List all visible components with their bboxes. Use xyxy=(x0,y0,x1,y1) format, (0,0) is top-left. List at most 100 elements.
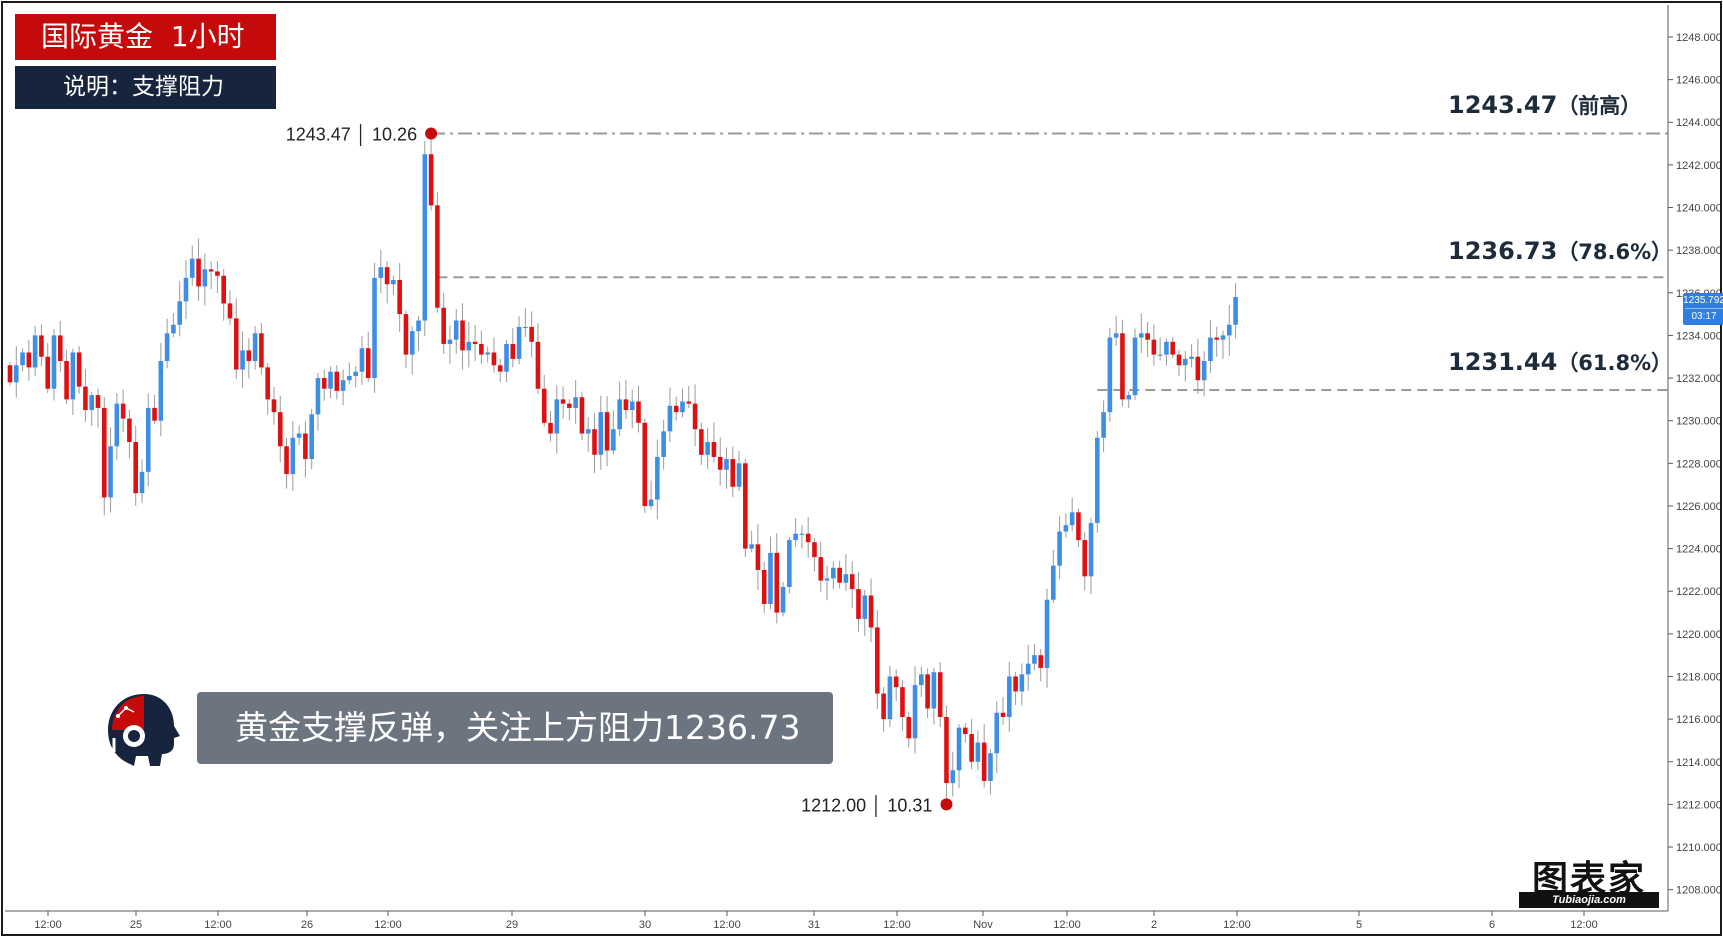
candle-body xyxy=(755,544,761,570)
candle-body xyxy=(422,154,428,321)
candle-body xyxy=(692,403,698,430)
candle-body xyxy=(259,333,264,368)
level-value: 1236.73 xyxy=(1448,237,1558,265)
y-tick-label: 1228.000 xyxy=(1676,458,1722,470)
candle-body xyxy=(1013,676,1018,692)
candle-body xyxy=(428,154,434,206)
candle-body xyxy=(321,378,327,389)
candle-body xyxy=(1214,337,1220,340)
candle-body xyxy=(881,693,886,720)
candle-body xyxy=(340,380,346,391)
candle-body xyxy=(931,672,937,709)
plot-area xyxy=(5,5,1668,911)
candle-body xyxy=(535,341,541,389)
candle-body xyxy=(265,367,270,400)
candle-body xyxy=(768,552,773,605)
candle-body xyxy=(365,348,371,379)
candle-body xyxy=(1019,674,1025,692)
y-tick-label: 1226.000 xyxy=(1676,501,1722,513)
candle-body xyxy=(1007,676,1012,718)
candle-body xyxy=(1157,354,1163,356)
candle-body xyxy=(284,446,289,474)
candle-body xyxy=(856,589,861,619)
candle-body xyxy=(900,687,905,718)
candle-body xyxy=(64,361,69,400)
x-tick-label: 12:00 xyxy=(1053,919,1081,931)
candle-body xyxy=(120,403,126,419)
candle-body xyxy=(736,463,742,487)
candle-body xyxy=(686,401,692,404)
candle-body xyxy=(70,352,76,400)
candle-body xyxy=(975,742,981,762)
candle-body xyxy=(893,676,899,688)
candle-body xyxy=(290,437,296,474)
candle-body xyxy=(296,433,302,438)
candle-body xyxy=(1151,339,1157,355)
swing-marker-low xyxy=(940,798,953,811)
y-tick-label: 1246.000 xyxy=(1676,75,1722,87)
candle-body xyxy=(1025,663,1031,675)
candle-body xyxy=(629,401,635,411)
candle-body xyxy=(215,271,220,276)
candle-body xyxy=(1057,531,1062,566)
candle-body xyxy=(956,727,962,771)
x-tick-label: 25 xyxy=(130,919,142,931)
swing-label-high: 1243.47 │ 10.26 xyxy=(286,124,417,147)
candle-body xyxy=(585,429,591,434)
candle-body xyxy=(334,371,340,391)
candle-body xyxy=(887,676,893,720)
candle-body xyxy=(1126,395,1132,400)
candle-body xyxy=(158,361,164,421)
candle-body xyxy=(623,399,629,411)
candle-body xyxy=(724,459,729,470)
candle-body xyxy=(416,320,421,332)
x-tick-label: 12:00 xyxy=(34,919,62,931)
candle-body xyxy=(32,335,38,368)
candle-body xyxy=(529,326,534,342)
candle-body xyxy=(994,712,1000,754)
candle-body xyxy=(1101,412,1106,438)
candle-body xyxy=(818,557,824,581)
candle-body xyxy=(1095,437,1100,524)
candle-body xyxy=(1145,333,1150,340)
candle-body xyxy=(139,471,145,494)
candle-body xyxy=(705,442,710,455)
candle-body xyxy=(372,277,377,379)
x-tick-label: 12:00 xyxy=(1570,919,1598,931)
tubiaojia-logo: 图表家 Tubiaojia.com xyxy=(1515,850,1663,910)
candle-body xyxy=(761,569,767,605)
candle-body xyxy=(145,407,151,472)
candle-body xyxy=(485,352,490,355)
candle-body xyxy=(1189,356,1194,359)
candle-body xyxy=(441,307,446,344)
candle-body xyxy=(523,326,528,329)
candles-layer xyxy=(7,133,1238,805)
level-value: 1243.47 xyxy=(1448,91,1558,119)
candle-body xyxy=(127,418,132,443)
candle-body xyxy=(221,275,226,304)
candle-body xyxy=(642,422,648,506)
x-tick-label: 12:00 xyxy=(204,919,232,931)
candle-body xyxy=(183,277,189,302)
candle-body xyxy=(510,343,516,359)
candle-body xyxy=(447,339,453,344)
candle-body xyxy=(397,279,402,315)
candle-body xyxy=(177,301,182,325)
candle-body xyxy=(328,371,333,389)
candle-body xyxy=(1176,354,1182,366)
chart-title: 国际黄金 1小时 xyxy=(15,14,276,60)
candle-body xyxy=(950,770,956,784)
candle-body xyxy=(1076,512,1081,541)
candle-body xyxy=(730,459,736,487)
candle-body xyxy=(13,365,19,383)
x-tick-label: 5 xyxy=(1356,919,1362,931)
candle-body xyxy=(787,540,792,587)
level-value: 1231.44 xyxy=(1448,348,1558,376)
candle-body xyxy=(202,269,208,287)
candle-body xyxy=(26,352,32,368)
candle-body xyxy=(560,399,566,404)
candle-body xyxy=(937,672,943,718)
candle-body xyxy=(89,395,95,411)
